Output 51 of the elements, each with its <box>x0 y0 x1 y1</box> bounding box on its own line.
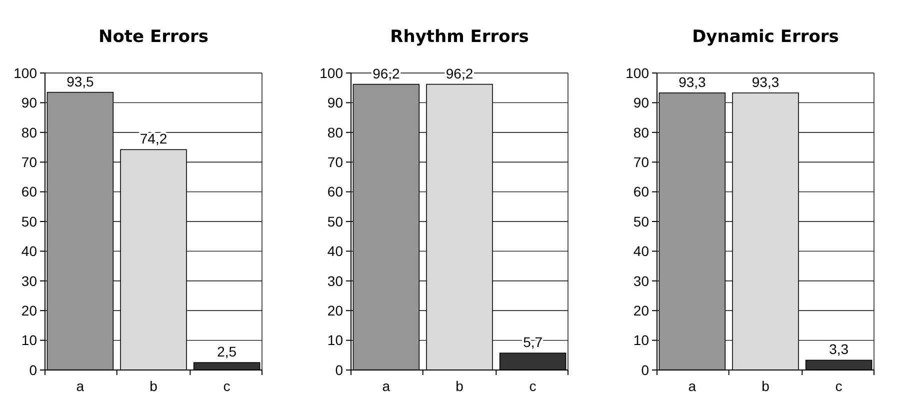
y-tick-label: 60 <box>21 184 38 200</box>
y-tick-label: 0 <box>29 362 38 378</box>
x-tick-label: b <box>150 378 158 394</box>
y-tick-label: 90 <box>633 94 650 111</box>
data-label: 93,5 <box>66 73 94 90</box>
y-tick-label: 30 <box>327 272 344 289</box>
y-tick-label: 40 <box>327 243 344 260</box>
y-tick-label: 0 <box>641 362 650 378</box>
y-tick-label: 100 <box>320 64 344 81</box>
y-tick-label: 100 <box>626 64 650 81</box>
y-tick-label: 20 <box>327 302 344 318</box>
y-tick-label: 50 <box>327 213 344 230</box>
chart-title: Note Errors <box>98 27 209 47</box>
x-tick-label: c <box>223 378 230 394</box>
x-tick-label: c <box>835 378 842 394</box>
y-tick-label: 50 <box>21 213 38 230</box>
y-tick-label: 80 <box>327 124 344 140</box>
y-tick-label: 20 <box>21 302 38 318</box>
y-tick-label: 40 <box>21 243 38 260</box>
y-tick-label: 70 <box>633 154 650 170</box>
y-tick-label: 10 <box>327 332 344 348</box>
data-label: 3,3 <box>829 341 849 358</box>
y-tick-label: 90 <box>21 94 38 111</box>
x-tick-label: a <box>382 378 390 394</box>
y-tick-label: 80 <box>633 124 650 140</box>
data-label: 2,5 <box>217 344 237 360</box>
y-tick-label: 10 <box>633 332 650 348</box>
y-tick-label: 50 <box>633 213 650 230</box>
y-tick-label: 60 <box>633 184 650 200</box>
x-tick-label: a <box>76 378 84 394</box>
y-tick-label: 60 <box>327 184 344 200</box>
x-tick-label: b <box>762 378 770 394</box>
chart-title: Dynamic Errors <box>692 27 839 47</box>
data-label: 93,3 <box>678 74 706 90</box>
y-tick-label: 30 <box>633 272 650 289</box>
y-tick-label: 70 <box>327 154 344 170</box>
y-tick-label: 20 <box>633 302 650 318</box>
y-tick-label: 90 <box>327 94 344 111</box>
data-label: 74,2 <box>140 130 168 147</box>
y-tick-label: 80 <box>21 124 38 140</box>
y-tick-label: 100 <box>14 64 38 81</box>
chart-title: Rhythm Errors <box>390 27 529 47</box>
y-tick-label: 0 <box>335 362 344 378</box>
y-tick-label: 70 <box>21 154 38 170</box>
x-tick-label: c <box>529 378 536 394</box>
x-tick-label: b <box>456 378 464 394</box>
y-tick-label: 10 <box>21 332 38 348</box>
data-label: 93,3 <box>752 74 780 90</box>
y-tick-label: 30 <box>21 272 38 289</box>
x-tick-label: a <box>688 378 696 394</box>
y-tick-label: 40 <box>633 243 650 260</box>
